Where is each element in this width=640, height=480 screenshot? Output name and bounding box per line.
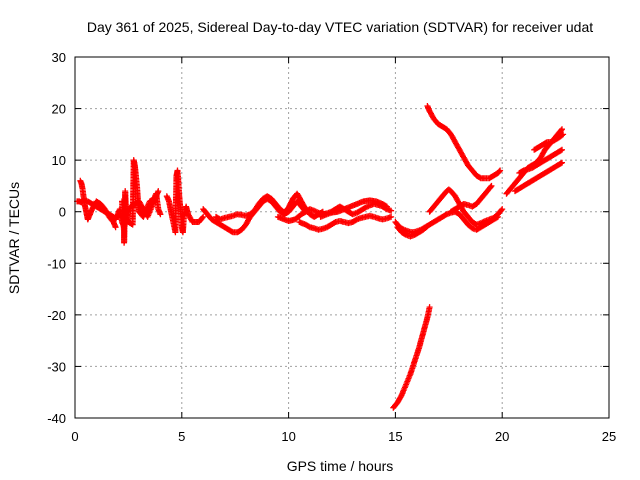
y-tick-label: -20 bbox=[47, 308, 66, 323]
data-point bbox=[426, 304, 433, 311]
x-tick-label: 10 bbox=[281, 429, 295, 444]
x-tick-label: 20 bbox=[495, 429, 509, 444]
x-tick-label: 0 bbox=[71, 429, 78, 444]
data-point bbox=[558, 127, 565, 134]
y-tick-label: -10 bbox=[47, 256, 66, 271]
series-s14 bbox=[424, 103, 504, 182]
data-point bbox=[559, 146, 565, 153]
series-s4 bbox=[163, 167, 207, 236]
data-point bbox=[388, 213, 395, 220]
data-point bbox=[112, 224, 119, 231]
data-point bbox=[157, 211, 164, 218]
data-point bbox=[423, 224, 430, 231]
data-point bbox=[488, 182, 495, 189]
series-s8 bbox=[296, 212, 395, 233]
data-point bbox=[424, 223, 431, 230]
y-tick-label: 20 bbox=[52, 102, 66, 117]
data-point bbox=[200, 213, 207, 220]
data-point bbox=[388, 207, 395, 214]
y-tick-label: -30 bbox=[47, 359, 66, 374]
x-tick-label: 25 bbox=[602, 429, 616, 444]
data-point bbox=[559, 126, 565, 133]
series-s13 bbox=[447, 182, 495, 215]
data-point bbox=[487, 183, 494, 190]
data-point bbox=[560, 131, 567, 138]
x-axis-label: GPS time / hours bbox=[287, 458, 394, 474]
series-s17 bbox=[512, 159, 565, 195]
series-s9 bbox=[317, 197, 390, 220]
y-axis-ticks: -40 -30 -20 -10 0 10 20 30 bbox=[47, 50, 609, 426]
chart-title: Day 361 of 2025, Sidereal Day-to-day VTE… bbox=[87, 19, 593, 35]
series-s15 bbox=[390, 304, 433, 411]
series-s3 bbox=[119, 157, 164, 246]
y-tick-label: 30 bbox=[52, 50, 66, 65]
y-tick-label: -40 bbox=[47, 411, 66, 426]
x-tick-label: 15 bbox=[388, 429, 402, 444]
x-tick-label: 5 bbox=[178, 429, 185, 444]
y-tick-label: 10 bbox=[52, 153, 66, 168]
data-point bbox=[499, 206, 506, 213]
data-point bbox=[199, 214, 206, 221]
data-point bbox=[559, 159, 565, 166]
y-axis-label: SDTVAR / TECUs bbox=[6, 182, 22, 294]
data-point bbox=[557, 160, 564, 167]
data-point bbox=[383, 203, 390, 210]
series-s6 bbox=[213, 190, 326, 223]
plot-frame bbox=[74, 56, 610, 419]
series-s11 bbox=[394, 223, 431, 240]
series-s2 bbox=[77, 177, 119, 231]
data-point bbox=[398, 393, 405, 400]
data-points bbox=[74, 103, 567, 411]
data-point bbox=[382, 202, 389, 209]
series-s18 bbox=[516, 146, 565, 176]
grid bbox=[75, 57, 609, 418]
series-s19 bbox=[531, 131, 567, 153]
data-point bbox=[496, 168, 503, 175]
data-point bbox=[497, 167, 504, 174]
y-tick-label: 0 bbox=[59, 205, 66, 220]
data-point bbox=[498, 207, 505, 214]
x-axis-ticks: 0 5 10 15 20 25 bbox=[71, 57, 616, 444]
data-point bbox=[557, 147, 564, 154]
data-point bbox=[559, 132, 565, 139]
